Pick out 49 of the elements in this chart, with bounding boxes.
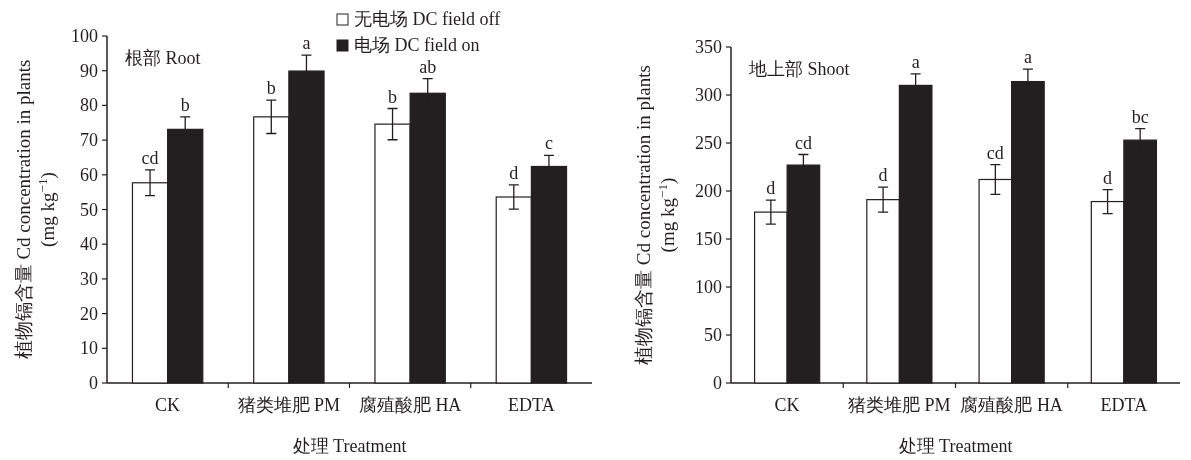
y-tick-label: 60 (80, 164, 98, 185)
y-tick-label: 50 (80, 199, 98, 220)
y-tick-label: 40 (80, 234, 98, 255)
x-tick-label: EDTA (1100, 395, 1148, 415)
data-label: c (544, 133, 553, 154)
y-tick-label: 100 (695, 277, 722, 297)
x-axis-title: 处理 Treatment (898, 436, 1013, 456)
data-label: b (180, 94, 190, 115)
data-label: a (911, 51, 920, 72)
x-tick-label: CK (155, 395, 181, 415)
x-tick-label: EDTA (508, 395, 555, 415)
annotation: 根部 Root (125, 48, 201, 68)
y-tick-label: 90 (80, 60, 98, 81)
y-tick-label: 200 (695, 181, 722, 201)
y-tick-label: 10 (80, 338, 98, 359)
annotation: 地上部 Shoot (748, 59, 850, 79)
x-tick-label: 腐殖酸肥 HA (358, 395, 462, 415)
y-tick-label: 30 (80, 268, 98, 289)
data-label: d (509, 162, 519, 183)
data-label: d (878, 165, 888, 186)
y-tick-label: 100 (71, 26, 98, 46)
data-label: ab (419, 56, 437, 77)
x-tick-label: 腐殖酸肥 HA (960, 395, 1063, 415)
data-label: d (1103, 167, 1113, 188)
data-label: d (766, 178, 776, 199)
y-tick-label: 50 (704, 325, 722, 345)
y-tick-label: 0 (89, 373, 98, 393)
data-label: a (1023, 47, 1032, 68)
y-tick-label: 250 (695, 133, 722, 153)
legend-label: 无电场 DC field off (354, 9, 501, 29)
data-label: cd (986, 142, 1004, 163)
data-label: cd (141, 147, 159, 168)
y-tick-label: 150 (695, 229, 722, 249)
data-label: b (266, 78, 276, 99)
y-tick-label: 0 (713, 373, 722, 393)
legend-label: 电场 DC field on (354, 35, 480, 55)
x-axis-title: 处理 Treatment (292, 436, 407, 456)
y-tick-label: 300 (695, 85, 722, 105)
y-tick-label: 80 (80, 95, 98, 116)
data-label: bc (1131, 106, 1149, 127)
x-tick-label: CK (774, 395, 800, 415)
x-tick-label: 猪类堆肥 PM (237, 395, 341, 415)
y-tick-label: 350 (695, 37, 722, 57)
data-label: a (302, 33, 311, 54)
y-tick-label: 70 (80, 130, 98, 151)
x-tick-label: 猪类堆肥 PM (848, 395, 951, 415)
data-label: b (388, 86, 398, 107)
data-label: cd (794, 132, 812, 153)
y-tick-label: 20 (80, 303, 98, 324)
